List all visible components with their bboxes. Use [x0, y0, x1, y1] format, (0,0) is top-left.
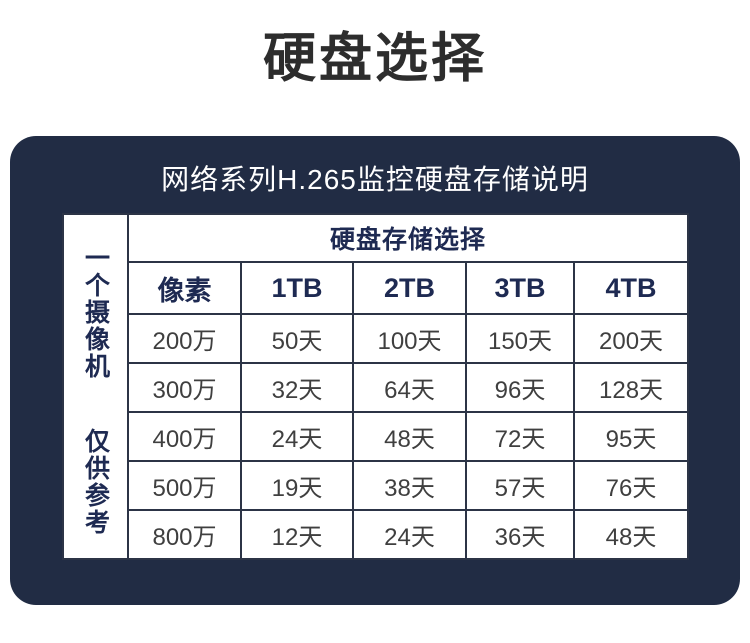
cell-pixels: 400万 [127, 411, 242, 462]
cell-pixels: 200万 [127, 313, 242, 364]
page: 硬盘选择 网络系列H.265监控硬盘存储说明 一个摄像机 仅供参考 硬盘存 [10, 29, 740, 605]
table-row: 300万 32天 64天 96天 128天 [63, 362, 690, 413]
table-row: 200万 50天 100天 150天 200天 [63, 313, 690, 364]
side-label-wrap: 一个摄像机 仅供参考 [64, 223, 127, 551]
cell-days: 150天 [465, 313, 575, 364]
cell-days: 76天 [572, 460, 690, 511]
cell-days: 50天 [240, 313, 354, 364]
table-column-header-row: 像素 1TB 2TB 3TB 4TB [63, 261, 690, 315]
table-row: 800万 12天 24天 36天 48天 [63, 509, 690, 560]
cell-pixels: 800万 [127, 509, 242, 560]
cell-days: 64天 [352, 362, 467, 413]
col-header-3tb: 3TB [465, 261, 575, 315]
table-row-merged-header: 一个摄像机 仅供参考 硬盘存储选择 [62, 213, 690, 560]
cell-days: 32天 [240, 362, 354, 413]
cell-days: 24天 [240, 411, 354, 462]
table-merged-header: 硬盘存储选择 [126, 213, 690, 263]
col-header-4tb: 4TB [572, 261, 690, 315]
storage-info-panel: 网络系列H.265监控硬盘存储说明 一个摄像机 仅供参考 硬盘存储选择 [10, 136, 740, 605]
cell-days: 48天 [352, 411, 467, 462]
cell-days: 24天 [352, 509, 467, 560]
panel-heading: 网络系列H.265监控硬盘存储说明 [161, 164, 589, 195]
cell-days: 19天 [240, 460, 354, 511]
page-title: 硬盘选择 [263, 29, 487, 88]
cell-days: 128天 [572, 362, 690, 413]
cell-days: 12天 [240, 509, 354, 560]
side-label-reference-only: 仅供参考 [81, 427, 110, 536]
table-row: 500万 19天 38天 57天 76天 [63, 460, 690, 511]
cell-days: 57天 [465, 460, 575, 511]
cell-pixels: 300万 [127, 362, 242, 413]
col-header-2tb: 2TB [352, 261, 467, 315]
cell-days: 95天 [572, 411, 690, 462]
side-label-cell: 一个摄像机 仅供参考 [62, 213, 129, 560]
table-row: 400万 24天 48天 72天 95天 [63, 411, 690, 462]
cell-days: 36天 [465, 509, 575, 560]
cell-days: 200天 [572, 313, 690, 364]
cell-days: 96天 [465, 362, 575, 413]
col-header-1tb: 1TB [240, 261, 354, 315]
cell-days: 72天 [465, 411, 575, 462]
col-header-pixels: 像素 [127, 261, 242, 315]
storage-table: 一个摄像机 仅供参考 硬盘存储选择 像素 1TB 2TB 3TB 4TB 200… [62, 213, 690, 560]
side-label-one-camera: 一个摄像机 [81, 244, 110, 380]
cell-days: 48天 [572, 509, 690, 560]
cell-days: 38天 [352, 460, 467, 511]
cell-days: 100天 [352, 313, 467, 364]
cell-pixels: 500万 [127, 460, 242, 511]
